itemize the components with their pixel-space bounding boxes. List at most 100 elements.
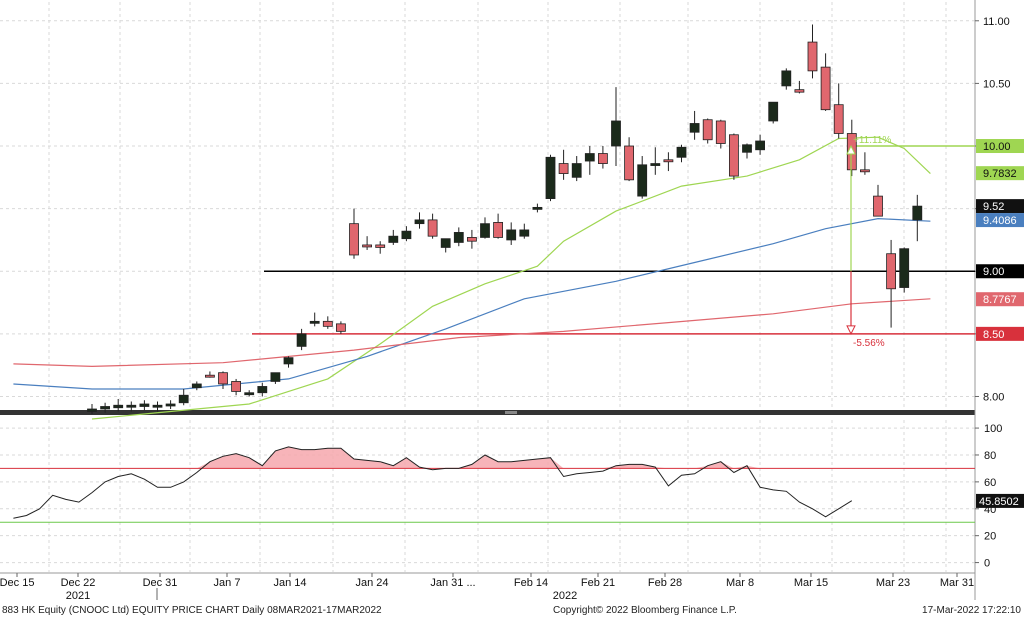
candle-body-2021-12-23: [191, 383, 202, 389]
rsi-y-tick-label: 60: [984, 477, 996, 489]
x-tick-label-2021-12-22: Dec 22: [61, 577, 96, 589]
move-arrowhead: [846, 325, 856, 335]
footer-timestamp: 17-Mar-2022 17:22:10: [922, 605, 1021, 616]
candle-body-2022-01-12: [375, 244, 386, 248]
tag-ma-long: 8.7767: [983, 294, 1017, 306]
candle-body-2022-02-24: [715, 120, 726, 144]
candle-body-2022-01-28: [532, 206, 543, 210]
candle-body-2022-01-26: [506, 229, 517, 241]
candle-body-2022-02-07: [545, 156, 556, 200]
tag-8-5-level: 8.50: [983, 329, 1004, 341]
tag-9-level: 9.00: [983, 266, 1004, 278]
candle-body-2022-02-28: [742, 144, 752, 153]
rsi-y-tick-label: 80: [984, 450, 996, 462]
candle-body-2022-03-17: [912, 205, 923, 221]
candle-body-2022-01-14: [401, 230, 412, 240]
x-tick-label-2021-12-31: Dec 31: [143, 577, 178, 589]
x-tick-label-2022-01-31: Jan 31 ...: [430, 577, 475, 589]
tag-rsi-last-bg: [976, 493, 1024, 508]
candle-body-2022-03-07: [807, 41, 818, 72]
x-tick-label-2022-03-08: Mar 8: [726, 577, 754, 589]
candle-body-2022-03-08: [820, 66, 831, 111]
candle-body-2021-12-15: [113, 404, 124, 409]
x-tick-label-2022-01-24: Jan 24: [355, 577, 388, 589]
candle-body-2022-02-15: [624, 145, 634, 181]
candle-body-2022-01-06: [322, 320, 333, 327]
candle-body-2022-01-13: [388, 235, 399, 243]
tag-10-level: 10.00: [983, 141, 1011, 153]
x-tick-label-2022-03-15: Mar 15: [794, 577, 828, 589]
x-tick-label-2022-02-14: Feb 14: [514, 577, 548, 589]
tag-ma-long-bg: [976, 292, 1024, 307]
candle-body-2022-02-21: [676, 146, 687, 158]
candle-body-2021-12-28: [231, 381, 242, 392]
candle-body-2022-01-03: [283, 357, 294, 365]
tag-10-level-bg: [976, 139, 1024, 154]
tag-ma-mid: 9.4086: [983, 215, 1017, 227]
rsi-y-tick-label: 100: [984, 423, 1002, 435]
candle-body-2022-01-05: [309, 320, 320, 324]
tag-last-price-bg: [976, 199, 1024, 214]
candle-body-2022-01-17: [414, 219, 425, 225]
candle-body-2022-02-16: [637, 164, 648, 197]
tag-last-price: 9.52: [983, 201, 1004, 213]
chart-footer: 883 HK Equity (CNOOC Ltd) EQUITY PRICE C…: [0, 604, 1024, 619]
candle-body-2022-01-10: [349, 223, 359, 256]
x-tick-label-2021-12-15: Dec 15: [0, 577, 34, 589]
candle-body-2021-12-13: [87, 408, 97, 412]
candle-body-2022-01-27: [519, 229, 530, 237]
year-label-2022: 2022: [553, 590, 577, 602]
footer-security-title: 883 HK Equity (CNOOC Ltd) EQUITY PRICE C…: [2, 605, 382, 616]
tag-8-5-level-bg: [976, 326, 1024, 341]
moving-average-ma_long: [13, 298, 931, 368]
candle-body-2022-02-18: [663, 159, 674, 163]
move-arrowhead: [846, 144, 856, 155]
candle-body-2022-03-15: [886, 253, 896, 290]
rsi-y-tick-label: 20: [984, 531, 996, 543]
candle-body-2021-12-16: [126, 404, 137, 408]
move-percent-label: +11.11%: [853, 135, 891, 146]
panel-divider-handle: [505, 411, 517, 414]
rsi-y-tick-label: 0: [984, 558, 990, 570]
candle-body-2022-01-20: [453, 232, 464, 243]
candle-body-2022-02-10: [584, 153, 595, 162]
candle-body-2022-01-18: [427, 219, 438, 237]
x-tick-label-2022-03-31: Mar 31: [940, 577, 974, 589]
panel-divider: [0, 410, 975, 415]
tag-ma-mid-bg: [976, 213, 1024, 228]
x-tick-label-2022-01-07: Jan 7: [214, 577, 241, 589]
candle-body-2022-03-01: [755, 140, 765, 151]
candle-body-2022-03-14: [873, 195, 883, 217]
footer-copyright: Copyright© 2022 Bloomberg Finance L.P.: [553, 605, 737, 616]
candle-body-2021-12-22: [178, 394, 189, 404]
candle-body-2022-01-04: [296, 333, 307, 347]
rsi-overbought-area: [13, 446, 852, 469]
candle-body-2021-12-30: [257, 386, 268, 394]
price-y-tick-label: 11.00: [983, 16, 1010, 28]
candle-body-2022-03-11: [860, 169, 870, 173]
chart-canvas: +11.11%-5.56%8.008.509.009.5010.0010.501…: [0, 0, 1024, 602]
candle-body-2022-03-02: [768, 101, 779, 122]
candle-body-2022-02-09: [571, 163, 582, 178]
rsi-line: [13, 446, 853, 519]
candle-body-2022-02-17: [650, 163, 661, 166]
candle-body-2021-12-29: [244, 392, 255, 396]
candle-body-2021-12-31: [270, 372, 281, 382]
candle-body-2021-12-20: [152, 404, 163, 408]
candle-body-2021-12-24: [204, 374, 215, 378]
tag-ma-short: 9.7832: [983, 168, 1017, 180]
candle-body-2021-12-21: [165, 403, 176, 407]
candle-body-2022-02-23: [702, 119, 713, 141]
candle-body-2022-01-07: [335, 323, 346, 332]
candle-body-2021-12-17: [139, 403, 150, 407]
candle-body-2022-03-16: [899, 248, 910, 288]
candle-body-2022-03-03: [781, 70, 792, 87]
candle-body-2022-01-11: [362, 244, 373, 248]
candle-body-2022-02-11: [598, 153, 608, 164]
x-tick-label-2022-02-21: Feb 21: [581, 577, 615, 589]
candle-body-2021-12-27: [218, 372, 228, 385]
move-percent-label: -5.56%: [853, 338, 885, 349]
candle-body-2022-02-22: [689, 123, 700, 133]
tag-9-level-bg: [976, 264, 1024, 279]
